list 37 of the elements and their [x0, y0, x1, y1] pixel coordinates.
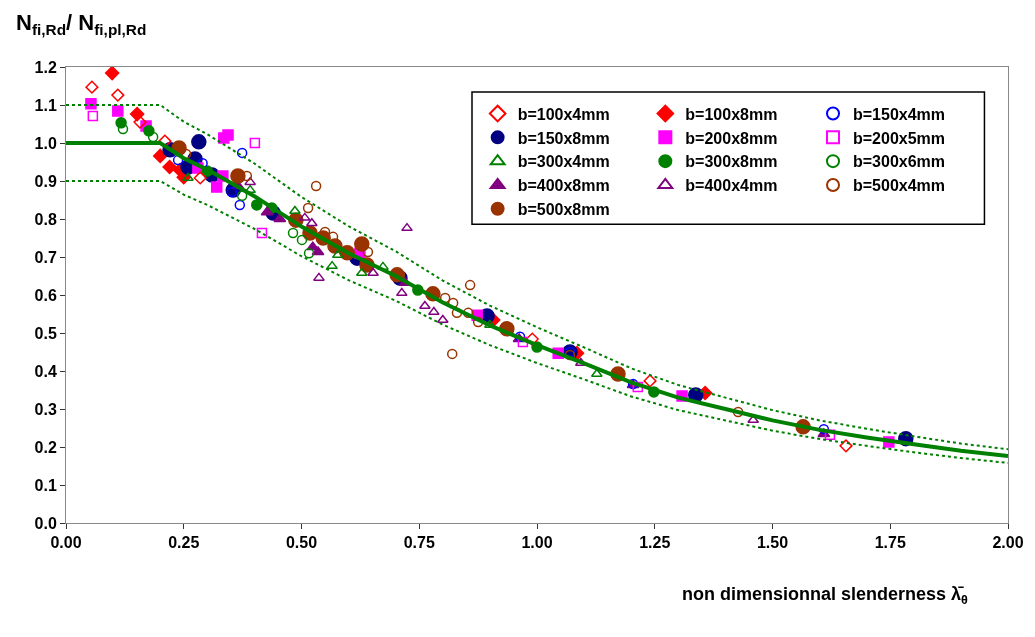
y-tick-label: 0.0 [34, 514, 57, 532]
x-tick-label: 0.50 [285, 534, 318, 552]
legend-label: b=400x4mm [685, 177, 778, 195]
x-tick-label: 0.75 [403, 534, 435, 552]
legend-label: b=100x8mm [685, 105, 778, 123]
y-tick-label: 0.3 [34, 400, 57, 418]
y-tick-label: 1.2 [34, 58, 57, 76]
y-tick-label: 0.7 [34, 248, 57, 266]
legend-label: b=300x6mm [853, 153, 946, 171]
y-tick-label: 1.0 [34, 134, 57, 152]
y-tick-label: 0.2 [34, 438, 57, 456]
legend-label: b=400x8mm [517, 177, 610, 195]
y-tick-label: 0.5 [34, 324, 57, 342]
legend-label: b=100x4mm [517, 105, 610, 123]
legend-label: b=500x8mm [517, 200, 610, 218]
x-tick-label: 2.00 [992, 534, 1024, 552]
x-tick-label: 1.50 [756, 534, 789, 552]
legend-label: b=200x5mm [853, 129, 946, 147]
y-tick-label: 0.1 [34, 476, 57, 494]
legend-label: b=200x8mm [685, 129, 778, 147]
legend-label: b=300x8mm [685, 153, 778, 171]
y-tick-label: 0.8 [34, 210, 57, 228]
x-tick-label: 1.75 [874, 534, 906, 552]
legend-label: b=150x8mm [517, 129, 610, 147]
x-axis-title: non dimensionnal slenderness λ̄$_{θ}$ [682, 584, 969, 607]
y-tick-label: 1.1 [34, 96, 57, 114]
legend-label: b=500x4mm [853, 177, 946, 195]
x-tick-label: 0.00 [50, 534, 82, 552]
legend-label: b=150x4mm [853, 105, 946, 123]
y-tick-label: 0.4 [34, 362, 57, 380]
x-tick-label: 1.25 [639, 534, 671, 552]
y-axis-title: N$_{fi,Rd}$/ N$_{fi,pl,Rd}$ [16, 10, 147, 38]
y-tick-label: 0.9 [34, 172, 57, 190]
y-tick-label: 0.6 [34, 286, 57, 304]
x-tick-label: 0.25 [168, 534, 200, 552]
legend-label: b=300x4mm [517, 153, 610, 171]
x-tick-label: 1.00 [521, 534, 553, 552]
